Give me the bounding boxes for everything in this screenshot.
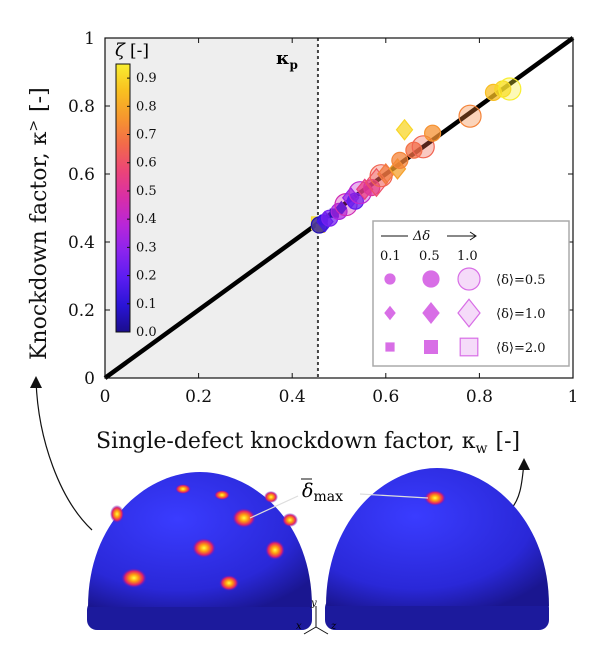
data-point-circle — [411, 135, 435, 159]
legend-col-0: 0.1 — [380, 249, 401, 264]
right-dome-defect — [424, 490, 446, 506]
left-dome-base — [87, 600, 312, 630]
marker-legend: Δδ 0.1 0.5 1.0 ⟨δ⟩=0.5 ⟨δ⟩=1.0 ⟨δ⟩=2.0 — [372, 220, 570, 367]
colorbar-ticks: 0.0 0.1 0.2 0.3 0.4 0.5 0.6 0.7 0.8 0.9 — [127, 71, 157, 340]
colorbar: ζ [-] 0.0 0.1 0.2 0.3 0.4 0.5 0.6 0.7 0.8 0.9 — [115, 40, 157, 340]
data-point-circle — [458, 104, 482, 128]
legend-marker-circle — [384, 273, 396, 285]
triad-y: y — [310, 598, 317, 609]
right-arrowhead — [518, 458, 530, 470]
data-point-circle — [424, 124, 442, 142]
x-tick-label: 0 — [100, 387, 111, 407]
y-axis-label: Knockdown factor, κ>[-] — [26, 87, 52, 360]
data-point-diamond — [395, 118, 414, 141]
colorbar-tick-label: 0.7 — [136, 128, 157, 143]
legend-col-1: 0.5 — [419, 249, 440, 264]
legend-box — [372, 220, 570, 367]
colorbar-tick-label: 0.4 — [136, 212, 157, 227]
left-arrow — [35, 379, 93, 531]
x-axis-label: Single-defect knockdown factor, κw [-] — [96, 429, 520, 457]
callout-line-right — [359, 493, 429, 499]
colorbar-tick-label: 0.1 — [136, 297, 157, 312]
left-arrowhead — [30, 376, 42, 388]
x-tick-label: 0.2 — [185, 387, 212, 407]
data-point-circle — [346, 192, 364, 210]
data-point-circle — [405, 141, 423, 159]
legend-marker-diamond — [457, 298, 481, 328]
data-points — [310, 77, 522, 234]
y-tick-label: 0.6 — [68, 165, 95, 185]
x-tick-label: 0.4 — [279, 387, 306, 407]
delta-max-label: δmax — [302, 480, 343, 505]
plot-frame — [104, 37, 574, 379]
left-dome-illustration — [87, 472, 312, 630]
legend-row-1-label: ⟨δ⟩=1.0 — [496, 307, 546, 322]
colorbar-unit: [-] — [130, 41, 149, 61]
y-tick-label: 0.8 — [68, 97, 95, 117]
colorbar-bar — [115, 63, 131, 333]
y-tick-label: 0.4 — [68, 233, 95, 253]
legend-marker-diamond — [422, 302, 440, 324]
colorbar-tick-label: 0.8 — [136, 99, 157, 114]
x-tick-label: 0.6 — [372, 387, 399, 407]
y-tick-label: 1 — [84, 29, 95, 49]
colorbar-tick-label: 0.3 — [136, 240, 157, 255]
legend-row-2-label: ⟨δ⟩=2.0 — [496, 341, 546, 356]
x-tick-label: 0.8 — [466, 387, 493, 407]
legend-marker-circle — [457, 267, 481, 291]
colorbar-tick-label: 0.6 — [136, 156, 157, 171]
x-axis-ticks: 0 0.2 0.4 0.6 0.8 1 — [100, 38, 579, 407]
data-point-circle — [498, 77, 522, 101]
colorbar-tick-label: 0.9 — [136, 71, 157, 86]
legend-delta-label: Δδ — [412, 229, 430, 244]
data-point-circle — [391, 151, 409, 169]
legend-marker-diamond — [384, 305, 396, 321]
right-dome-illustration — [325, 468, 549, 630]
x-tick-label: 1 — [568, 387, 579, 407]
y-axis-ticks: 0 0.2 0.4 0.6 0.8 1 — [68, 29, 573, 389]
y-tick-label: 0 — [84, 369, 95, 389]
colorbar-tick-label: 0.5 — [136, 184, 157, 199]
colorbar-tick-label: 0.2 — [136, 269, 157, 284]
legend-marker-square — [424, 340, 439, 355]
callout-line-left — [249, 495, 299, 519]
axis-triad: y x z — [296, 598, 337, 635]
plot-area: 0 0.2 0.4 0.6 0.8 1 0 0.2 0.4 0.6 0.8 1 — [68, 29, 578, 407]
triad-z: z — [330, 621, 337, 632]
kappa-p-label: κp — [276, 48, 298, 72]
legend-marker-square — [459, 337, 479, 357]
y-tick-label: 0.2 — [68, 301, 95, 321]
legend-marker-circle — [422, 270, 440, 288]
below-kappa-p-region — [105, 38, 318, 378]
colorbar-tick-label: 0.0 — [136, 325, 157, 340]
legend-markers — [384, 267, 481, 357]
colorbar-label: ζ — [115, 40, 126, 61]
right-dome — [326, 468, 549, 606]
data-point-circle — [363, 179, 381, 197]
left-dome-defects — [110, 484, 298, 591]
legend-col-2: 1.0 — [457, 249, 478, 264]
legend-marker-square — [385, 342, 395, 352]
triad-x: x — [296, 621, 302, 632]
legend-row-0-label: ⟨δ⟩=0.5 — [496, 273, 546, 288]
